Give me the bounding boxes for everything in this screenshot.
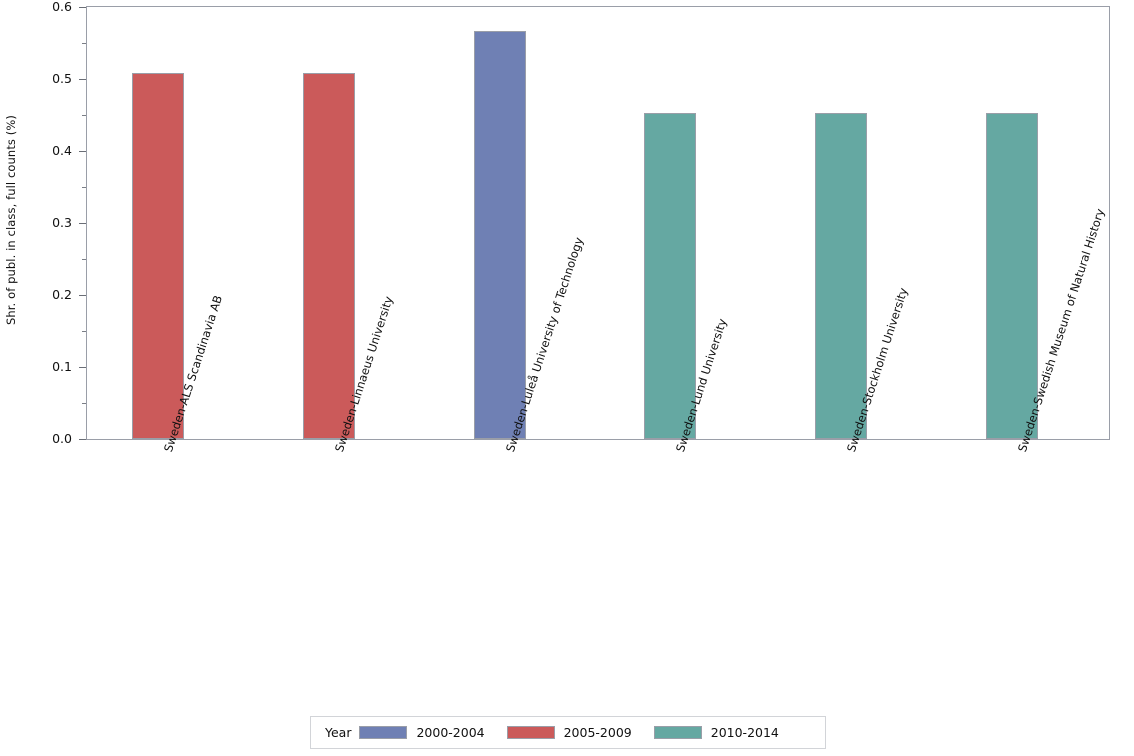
legend-entries: 2000-2004 2005-2009 2010-2014 — [359, 725, 800, 740]
legend-swatch — [359, 726, 408, 739]
y-tick-label: 0.2 — [52, 287, 72, 302]
y-tick-mark — [79, 439, 87, 441]
legend-label: 2005-2009 — [563, 725, 632, 740]
legend-title: Year — [325, 725, 352, 740]
y-minor-tick-mark — [82, 115, 87, 117]
y-tick-mark — [79, 295, 87, 297]
y-tick-mark — [79, 79, 87, 81]
bar — [303, 72, 355, 440]
y-tick-mark — [79, 151, 87, 153]
legend: Year 2000-2004 2005-2009 2010-2014 — [310, 716, 826, 749]
y-minor-tick-mark — [82, 43, 87, 45]
y-tick-label: 0.4 — [52, 143, 72, 158]
y-tick-label: 0.3 — [52, 215, 72, 230]
legend-entry[interactable]: 2010-2014 — [653, 725, 801, 740]
bar — [132, 72, 185, 440]
y-tick-mark — [79, 223, 87, 225]
y-tick-label: 0.5 — [52, 71, 72, 86]
y-minor-tick-mark — [82, 187, 87, 189]
y-tick-label: 0.1 — [52, 359, 72, 374]
y-minor-tick-mark — [82, 331, 87, 333]
legend-label: 2010-2014 — [710, 725, 779, 740]
legend-swatch — [653, 726, 702, 739]
y-tick-mark — [79, 367, 87, 369]
legend-swatch — [506, 726, 555, 739]
y-tick-mark — [79, 7, 87, 9]
y-minor-tick-mark — [82, 403, 87, 405]
legend-entry[interactable]: 2005-2009 — [506, 725, 654, 740]
legend-label: 2000-2004 — [416, 725, 485, 740]
y-tick-label: 0.0 — [52, 431, 72, 446]
bar — [815, 113, 867, 440]
bar — [985, 113, 1038, 440]
plot-area — [86, 6, 1110, 440]
bar — [473, 31, 526, 440]
legend-entry[interactable]: 2000-2004 — [359, 725, 506, 740]
y-tick-label: 0.6 — [52, 0, 72, 14]
y-minor-tick-mark — [82, 259, 87, 261]
bar — [644, 113, 697, 440]
